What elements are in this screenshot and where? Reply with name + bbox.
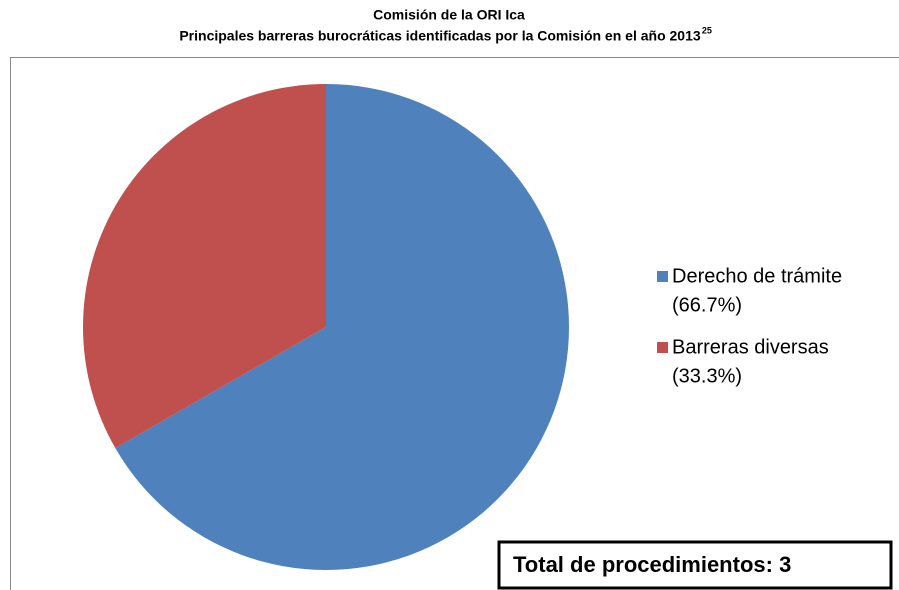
- annotation: Total de procedimientos: 3: [513, 552, 791, 577]
- legend-value: (66.7%): [672, 294, 742, 316]
- subtitle-superscript: 25: [702, 25, 712, 35]
- legend-label: Barreras diversas: [672, 336, 829, 358]
- legend-swatch: [657, 271, 668, 282]
- pie: [82, 84, 569, 571]
- legend-label: Derecho de trámite: [672, 265, 842, 287]
- chart-title: Comisión de la ORI Ica: [373, 7, 525, 23]
- legend-swatch: [657, 342, 668, 353]
- legend-value: (33.3%): [672, 365, 742, 387]
- pie-slice: [82, 84, 326, 449]
- annotation-box: [497, 540, 893, 590]
- pie-slice: [115, 84, 569, 571]
- chart-subtitle: Principales barreras burocráticas identi…: [179, 28, 701, 44]
